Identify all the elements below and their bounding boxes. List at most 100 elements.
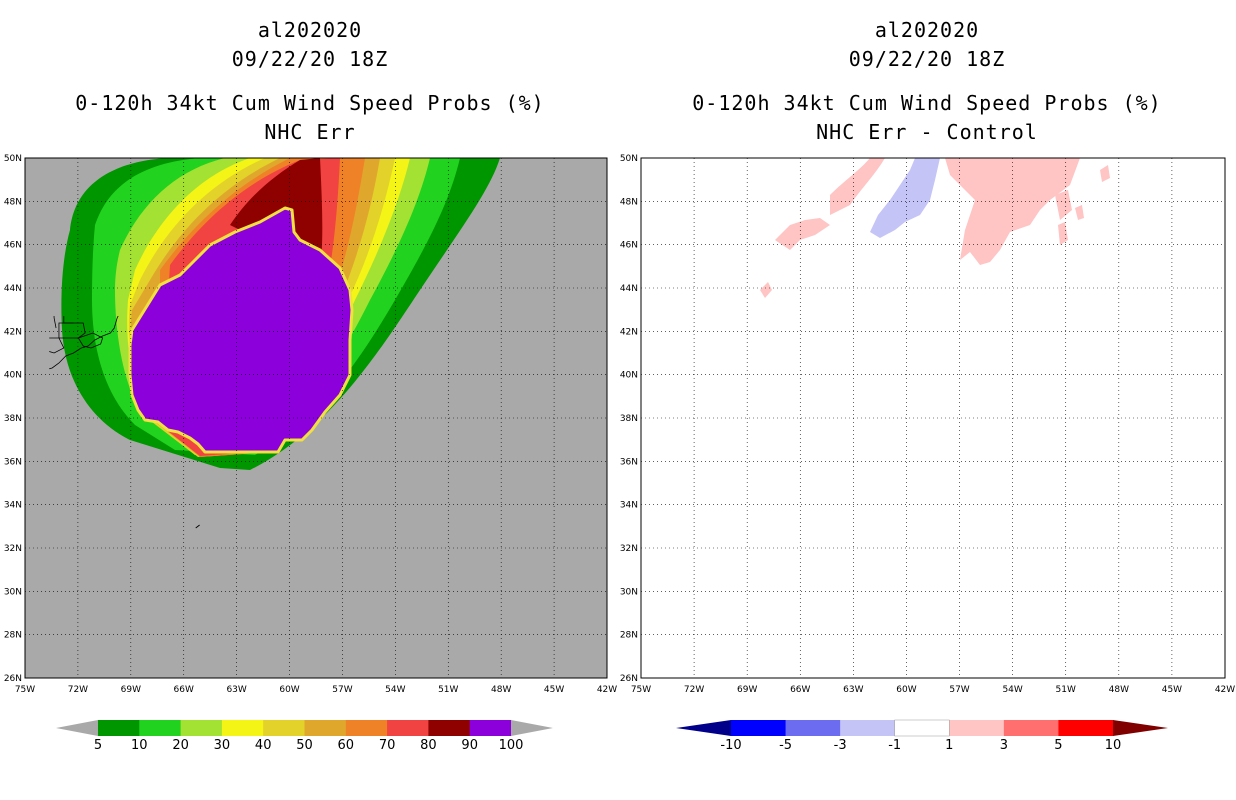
- colorbar-label: 5: [94, 738, 102, 753]
- colorbar-swatch: [345, 720, 388, 736]
- lat-label: 40N: [4, 371, 22, 381]
- lon-label: 48W: [491, 685, 511, 695]
- colorbar-label: 50: [296, 738, 313, 753]
- colorbar-swatch: [180, 720, 223, 736]
- colorbar-label: 30: [214, 738, 231, 753]
- right-product-title: 0-120h 34kt Cum Wind Speed Probs (%): [692, 91, 1162, 115]
- colorbar-swatch: [1058, 720, 1114, 736]
- left-colorbar: 5 10 20 30 40 50 60 70 80 90 100: [56, 720, 553, 753]
- lat-label: 30N: [620, 587, 638, 597]
- left-map: 75W 72W 69W 66W 63W 60W 57W 54W 51W 48W 45W 42W 26N…: [4, 154, 617, 695]
- lon-label: 45W: [1162, 685, 1182, 695]
- lat-label: 48N: [620, 197, 638, 207]
- lat-label: 44N: [620, 284, 638, 294]
- diff-positive-region-7: [1100, 165, 1110, 182]
- colorbar-label: 100: [499, 738, 524, 753]
- colorbar-swatch: [894, 720, 950, 736]
- colorbar-swatch: [139, 720, 182, 736]
- lat-label: 26N: [620, 674, 638, 684]
- lon-label: 51W: [438, 685, 458, 695]
- diff-positive-region-3: [760, 282, 772, 298]
- lon-label: 45W: [544, 685, 564, 695]
- lat-label: 42N: [620, 327, 638, 337]
- colorbar-under-triangle: [676, 720, 731, 736]
- lon-label: 75W: [15, 685, 35, 695]
- right-datetime: 09/22/20 18Z: [848, 47, 1006, 71]
- lon-label: 66W: [790, 685, 810, 695]
- lat-label: 46N: [4, 241, 22, 251]
- colorbar-over-triangle: [1113, 720, 1168, 736]
- lon-label: 54W: [1002, 685, 1022, 695]
- lon-label: 75W: [631, 685, 651, 695]
- colorbar-under-triangle: [56, 720, 98, 736]
- right-subtitle: NHC Err - Control: [816, 120, 1038, 144]
- colorbar-label: 90: [461, 738, 478, 753]
- left-panel-title: al202020 09/22/20 18Z 0-120h 34kt Cum Wi…: [0, 16, 620, 147]
- colorbar-over-triangle: [511, 720, 553, 736]
- lon-label: 57W: [332, 685, 352, 695]
- colorbar-label: -1: [888, 738, 901, 753]
- left-probability-field: [61, 158, 500, 470]
- lon-label: 63W: [226, 685, 246, 695]
- diff-positive-region-8: [1075, 205, 1084, 220]
- lat-label: 42N: [4, 327, 22, 337]
- lon-label: 48W: [1109, 685, 1129, 695]
- lat-label: 28N: [4, 631, 22, 641]
- colorbar-white-outline: [894, 719, 950, 737]
- diff-positive-region-6: [1058, 222, 1068, 245]
- lat-label: 46N: [620, 241, 638, 251]
- colorbar-swatch: [785, 720, 841, 736]
- colorbar-label: 1: [945, 738, 953, 753]
- lat-label: 38N: [4, 414, 22, 424]
- right-colorbar: -10 -5 -3 -1 1 3 5 10: [676, 719, 1168, 753]
- left-subtitle: NHC Err: [264, 120, 356, 144]
- lat-label: 40N: [620, 371, 638, 381]
- lon-label: 72W: [684, 685, 704, 695]
- colorbar-swatch: [263, 720, 305, 736]
- colorbar-label: 70: [379, 738, 396, 753]
- left-gridlines: [25, 158, 607, 678]
- right-lon-labels: 75W 72W 69W 66W 63W 60W 57W 54W 51W 48W 45W 42W: [631, 685, 1235, 695]
- lat-label: 26N: [4, 674, 22, 684]
- right-storm-id: al202020: [874, 18, 980, 42]
- lon-label: 69W: [737, 685, 757, 695]
- colorbar-swatch: [428, 720, 471, 736]
- colorbar-swatch: [98, 720, 140, 736]
- colorbar-swatch: [221, 720, 264, 736]
- colorbar-swatch: [469, 720, 512, 736]
- colorbar-swatch: [840, 720, 896, 736]
- left-storm-id: al202020: [257, 18, 363, 42]
- left-datetime: 09/22/20 18Z: [231, 47, 389, 71]
- lat-label: 34N: [4, 501, 22, 511]
- lon-label: 63W: [843, 685, 863, 695]
- diff-positive-region-1: [830, 158, 885, 215]
- lat-label: 34N: [620, 501, 638, 511]
- lon-label: 51W: [1056, 685, 1076, 695]
- left-product-title: 0-120h 34kt Cum Wind Speed Probs (%): [75, 91, 545, 115]
- right-gridlines: [641, 158, 1225, 678]
- colorbar-label: 60: [338, 738, 355, 753]
- colorbar-label: 20: [172, 738, 189, 753]
- lat-label: 36N: [620, 457, 638, 467]
- right-panel-title: al202020 09/22/20 18Z 0-120h 34kt Cum Wi…: [618, 16, 1236, 147]
- lat-label: 28N: [620, 631, 638, 641]
- lon-label: 72W: [68, 685, 88, 695]
- right-difference-field: [760, 158, 1110, 298]
- colorbar-label: 5: [1054, 738, 1062, 753]
- diff-negative-region: [870, 158, 940, 238]
- colorbar-label: 40: [255, 738, 272, 753]
- lon-label: 69W: [121, 685, 141, 695]
- left-lat-labels: 26N 28N 30N 32N 34N 36N 38N 40N 42N 44N 46N 48N 50N: [4, 154, 22, 684]
- left-map-frame: [24, 157, 608, 679]
- lat-label: 36N: [4, 457, 22, 467]
- lon-label: 42W: [1215, 685, 1235, 695]
- right-map: 75W 72W 69W 66W 63W 60W 57W 54W 51W 48W 45W 42W 26N…: [620, 154, 1235, 695]
- lon-label: 42W: [597, 685, 617, 695]
- colorbar-label: 80: [420, 738, 437, 753]
- lon-label: 57W: [949, 685, 969, 695]
- lat-label: 30N: [4, 587, 22, 597]
- left-lon-labels: 75W 72W 69W 66W 63W 60W 57W 54W 51W 48W 45W 42W: [15, 685, 617, 695]
- colorbar-label: -3: [834, 738, 847, 753]
- colorbar-swatch: [731, 720, 787, 736]
